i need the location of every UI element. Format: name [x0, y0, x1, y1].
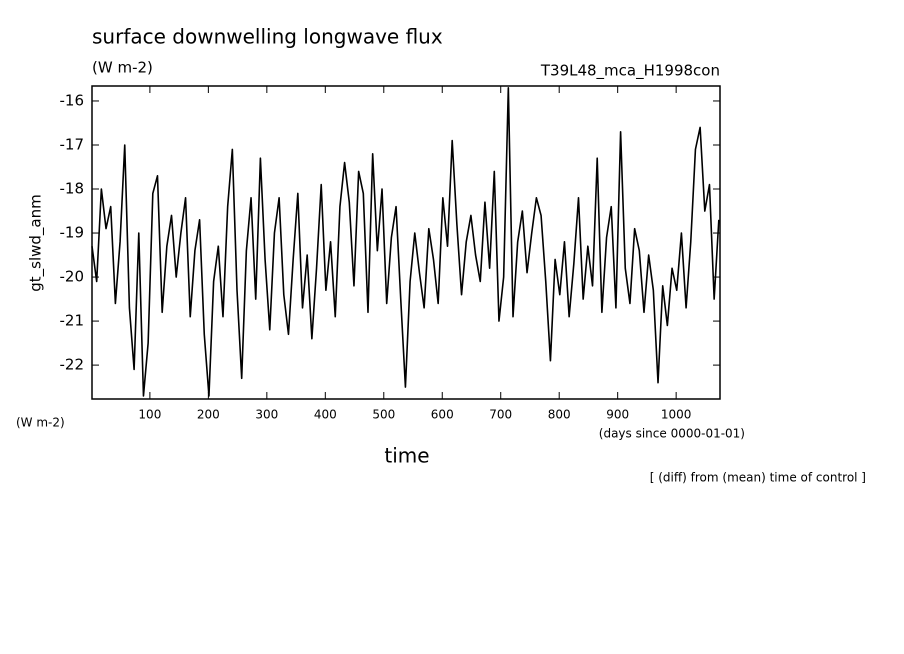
- y-tick-label: -21: [60, 312, 85, 330]
- x-tick-label: 400: [314, 408, 337, 422]
- y-axis-label: gt_slwd_anm: [27, 194, 46, 292]
- x-tick-label: 1000: [661, 408, 692, 422]
- x-tick-label: 800: [548, 408, 571, 422]
- y-tick-label: -17: [60, 135, 85, 153]
- x-axis-label: time: [384, 444, 429, 468]
- x-tick-label: 500: [372, 408, 395, 422]
- y-tick-label: -18: [60, 180, 85, 198]
- x-tick-label: 600: [431, 408, 454, 422]
- plot-frame: [91, 85, 721, 400]
- x-tick-label: 300: [255, 408, 278, 422]
- y-unit: (W m-2): [16, 416, 65, 430]
- y-tick-label: -20: [60, 268, 85, 286]
- y-tick-label: -22: [60, 356, 85, 374]
- x-tick-label: 900: [606, 408, 629, 422]
- run-name: T39L48_mca_H1998con: [540, 62, 720, 81]
- chart-title: surface downwelling longwave flux: [92, 25, 443, 49]
- footnote: [ (diff) from (mean) time of control ]: [650, 471, 866, 485]
- x-unit: (days since 0000-01-01): [599, 427, 745, 441]
- data-line: [91, 86, 720, 397]
- y-tick-label: -16: [60, 91, 85, 109]
- chart-subtitle: (W m-2): [92, 59, 153, 77]
- x-tick-label: 700: [489, 408, 512, 422]
- y-tick-label: -19: [60, 224, 85, 242]
- x-tick-label: 100: [138, 408, 161, 422]
- x-tick-label: 200: [197, 408, 220, 422]
